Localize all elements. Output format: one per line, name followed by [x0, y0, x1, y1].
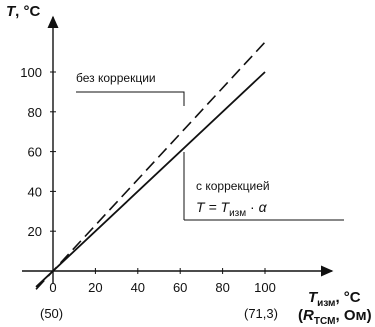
annotation-formula: T = Tизм · α: [196, 199, 268, 219]
x-tick-label: 20: [88, 280, 102, 295]
y-tick-label: 80: [28, 105, 42, 120]
y-tick-label: 100: [20, 65, 42, 80]
annotation-without-correction: без коррекции: [76, 71, 156, 85]
annotation-with-correction: с коррекцией: [196, 179, 270, 193]
y-tick-label: 20: [28, 224, 42, 239]
y-axis-title: T, °C: [6, 3, 41, 20]
series-line-corrected: [35, 71, 266, 288]
x-tick-label: 0: [49, 280, 56, 295]
y-ticks: 20 40 60 80 100: [20, 65, 56, 239]
x-ticks: 0 20 40 60 80 100: [49, 268, 276, 295]
y-tick-label: 60: [28, 145, 42, 160]
x-tick-label: 100: [254, 280, 276, 295]
annotation-without-correction-leader: [76, 91, 185, 106]
series-lines: [35, 41, 266, 290]
y-tick-label: 40: [28, 184, 42, 199]
x-tick-label: 40: [131, 280, 145, 295]
series-line-uncorrected: [35, 41, 266, 290]
x-axis-title-resistance: (RTCM, Ом): [298, 307, 372, 327]
x-annotation-left: (50): [40, 306, 63, 321]
x-axis-title: Tизм, °C: [308, 289, 361, 309]
x-annotation-right: (71,3): [244, 306, 278, 321]
x-tick-label: 80: [215, 280, 229, 295]
x-tick-label: 60: [173, 280, 187, 295]
